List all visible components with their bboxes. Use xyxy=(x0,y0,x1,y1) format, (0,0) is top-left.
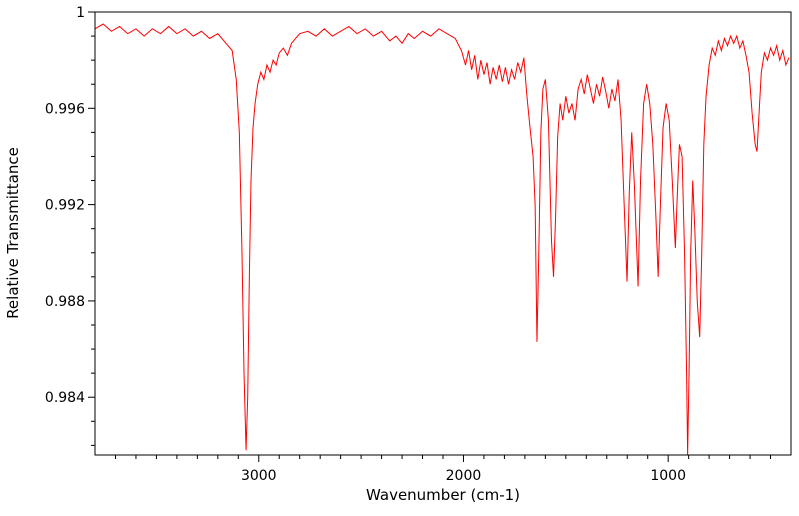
x-tick-label: 2000 xyxy=(446,468,482,484)
y-tick-label: 0.992 xyxy=(45,198,85,214)
chart-generated-content: 3000 2000 1000 1 0.996 0.992 0.988 0.984 xyxy=(45,5,790,484)
x-tick-label: 1000 xyxy=(650,468,686,484)
spectrum-line xyxy=(94,23,790,456)
y-tick-label: 0.984 xyxy=(45,390,85,406)
y-tick-label: 1 xyxy=(76,5,85,21)
y-axis-title: Relative Transmittance xyxy=(4,147,22,319)
x-tick-label: 3000 xyxy=(241,468,277,484)
y-tick-label: 0.996 xyxy=(45,101,85,117)
y-tick-label: 0.988 xyxy=(45,294,85,310)
x-axis-title: Wavenumber (cm-1) xyxy=(366,486,520,504)
plot-border xyxy=(94,11,792,456)
